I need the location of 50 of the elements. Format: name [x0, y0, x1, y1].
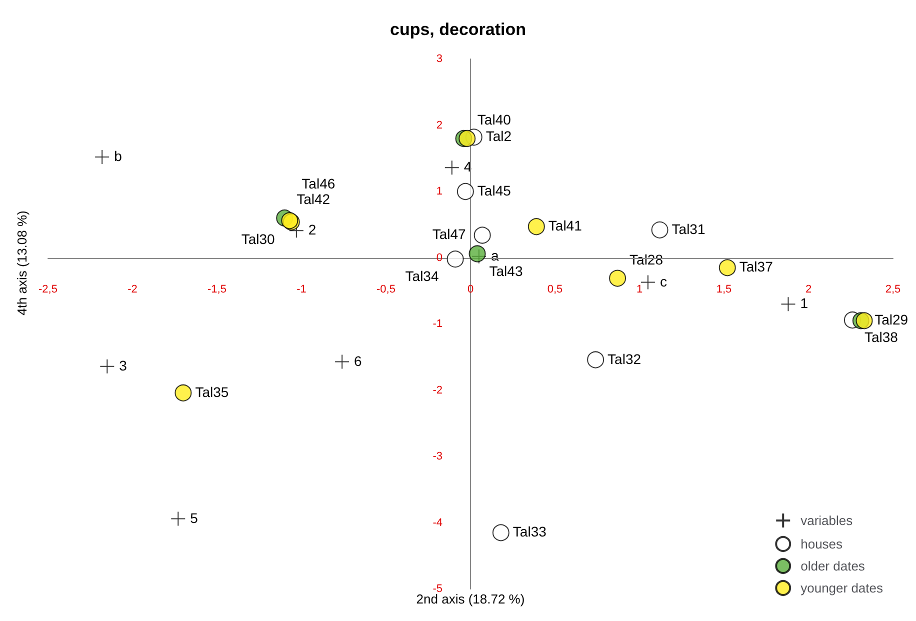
annotation: Tal40 — [477, 112, 512, 128]
annotation: 2 — [308, 222, 316, 238]
y-tick-label: -2 — [432, 384, 442, 396]
annotation: Tal34 — [405, 268, 439, 284]
annotation: Tal29 — [874, 312, 908, 328]
x-tick-label: 0,5 — [547, 283, 563, 296]
annotation: c — [660, 273, 667, 290]
x-tick-label: 1,5 — [716, 283, 732, 296]
annotation: Tal46 — [302, 176, 336, 192]
x-tick-label: 2,5 — [885, 283, 901, 296]
x-tick-label: -1,5 — [208, 283, 226, 296]
annotation: 4 — [464, 158, 472, 175]
annotation: Tal38 — [864, 329, 898, 346]
x-tick-label: 2 — [805, 283, 812, 296]
y-tick-label: -4 — [432, 516, 442, 529]
annotation: Tal43 — [489, 262, 523, 279]
annotation: 1 — [800, 295, 808, 312]
legend-label: houses — [800, 536, 844, 552]
legend-label: older dates — [800, 558, 866, 574]
legend-label: younger dates — [800, 580, 884, 596]
x-tick-label: -1 — [296, 283, 306, 296]
annotation: 6 — [354, 352, 362, 369]
annotation: Tal37 — [739, 258, 774, 275]
legend-label: variables — [800, 513, 854, 528]
x-tick-label: -2 — [128, 283, 138, 296]
annotation: b — [114, 148, 122, 164]
y-tick-label: 0 — [436, 252, 442, 264]
annotation: Tal2 — [486, 128, 512, 144]
annotation: Tal45 — [477, 182, 512, 198]
annotation: Tal42 — [296, 191, 330, 207]
x-tick-label: -0,5 — [376, 283, 396, 296]
x-tick-label: 1 — [636, 283, 643, 296]
annotation: Tal31 — [672, 220, 706, 237]
y-axis-title: 4th axis (13.08 %) — [14, 210, 30, 316]
annotation: Tal33 — [512, 524, 547, 540]
annotation: Tal47 — [432, 226, 466, 242]
annotation: Tal41 — [548, 218, 582, 234]
annotation: Tal30 — [241, 230, 276, 247]
y-tick-label: 3 — [436, 53, 442, 65]
chart-title: cups, decoration — [390, 20, 526, 39]
annotation: Tal35 — [195, 384, 229, 400]
annotation: 5 — [190, 510, 198, 526]
y-tick-label: -1 — [432, 318, 442, 330]
y-tick-label: -3 — [432, 450, 442, 462]
annotation: 3 — [119, 357, 128, 374]
y-tick-label: 2 — [436, 119, 442, 132]
x-tick-label: -2,5 — [38, 283, 58, 296]
y-tick-label: 1 — [436, 186, 442, 198]
x-tick-label: 0 — [467, 283, 474, 296]
annotation: Tal32 — [608, 350, 642, 367]
